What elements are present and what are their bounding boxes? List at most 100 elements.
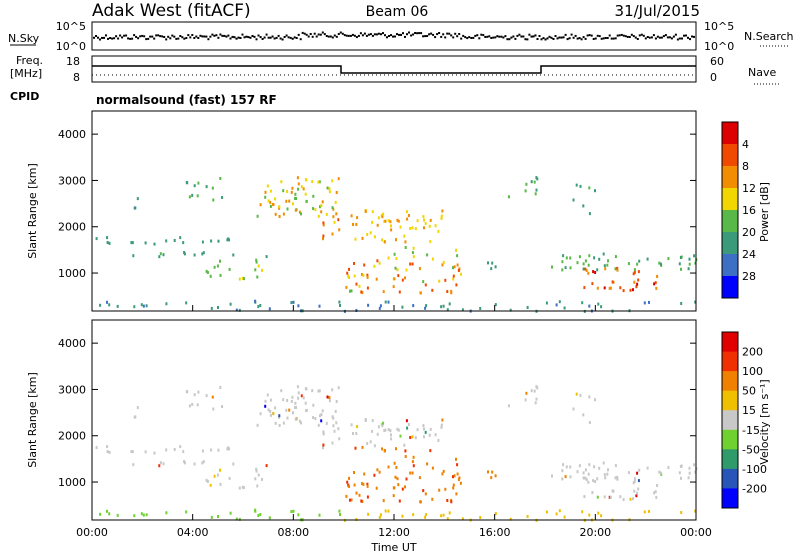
noise-point — [606, 37, 609, 39]
power-point — [140, 303, 143, 307]
velocity-point — [581, 510, 584, 514]
velocity-point — [431, 466, 434, 470]
noise-point — [464, 36, 467, 39]
power-point — [158, 255, 161, 259]
velocity-point — [337, 386, 340, 390]
noise-trace — [93, 31, 695, 41]
noise-point — [273, 37, 276, 40]
noise-point — [327, 35, 330, 38]
velocity-point — [173, 448, 176, 451]
power-point — [425, 304, 428, 308]
power-point — [162, 253, 165, 257]
noise-point — [432, 33, 435, 36]
power-point — [608, 286, 611, 290]
velocity-point — [278, 424, 281, 427]
velocity-point — [596, 477, 599, 481]
velocity-point — [345, 494, 348, 498]
velocity-point — [338, 509, 341, 513]
power-point — [452, 274, 455, 278]
power-point — [292, 202, 294, 206]
power-point — [452, 266, 454, 270]
velocity-point — [294, 401, 297, 405]
power-point — [290, 301, 293, 305]
noise-point — [331, 36, 334, 39]
y-tick-label: 2000 — [58, 221, 86, 234]
velocity-point — [635, 494, 638, 498]
velocity-point — [558, 509, 561, 513]
power-point — [145, 304, 148, 308]
velocity-point — [274, 406, 277, 410]
noise-point — [231, 35, 234, 38]
velocity-point — [616, 475, 619, 479]
velocity-point — [399, 434, 402, 438]
noise-point — [642, 34, 645, 37]
velocity-point — [266, 393, 269, 397]
power-point — [355, 282, 358, 286]
power-point — [255, 258, 258, 262]
velocity-point — [393, 461, 396, 465]
noise-point — [522, 35, 525, 38]
power-point — [238, 277, 241, 281]
velocity-point — [290, 399, 293, 403]
power-point — [378, 261, 381, 265]
power-point — [688, 257, 691, 261]
noise-point — [538, 35, 541, 37]
power-point — [603, 286, 606, 290]
noise-point — [498, 35, 501, 38]
noise-point — [592, 38, 595, 40]
velocity-point — [291, 395, 294, 399]
x-tick-label: 00:00 — [680, 526, 712, 539]
power-point — [99, 303, 102, 307]
power-point — [406, 217, 409, 221]
x-tick-label: 12:00 — [378, 526, 410, 539]
power-point — [648, 300, 650, 304]
velocity-point — [285, 408, 288, 412]
noise-point — [187, 34, 190, 37]
velocity-point — [371, 429, 374, 433]
velocity-point — [333, 429, 336, 433]
velocity-point — [259, 412, 262, 416]
colorbar-swatch — [722, 122, 738, 145]
power-point — [679, 256, 682, 259]
noise-point — [275, 36, 278, 39]
power-point — [269, 189, 272, 193]
velocity-point — [390, 437, 393, 441]
power-point — [256, 214, 259, 218]
velocity-point — [569, 465, 572, 469]
power-point — [588, 186, 591, 190]
velocity-point — [396, 427, 399, 431]
power-point — [238, 308, 241, 312]
power-point — [197, 181, 200, 185]
velocity-point — [373, 444, 376, 448]
power-point — [366, 286, 369, 290]
noise-point — [295, 37, 298, 39]
velocity-point — [422, 424, 425, 428]
power-point — [325, 212, 328, 216]
velocity-point — [654, 490, 657, 494]
velocity-point — [298, 419, 301, 423]
noise-point — [375, 33, 378, 36]
velocity-point — [412, 455, 415, 459]
noise-point — [141, 34, 144, 37]
noise-point — [239, 37, 242, 39]
noise-point — [382, 32, 384, 35]
velocity-point — [387, 465, 390, 469]
noise-point — [103, 36, 105, 39]
power-point — [619, 286, 622, 290]
power-point — [297, 182, 300, 186]
noise-point — [544, 38, 547, 41]
noise-point — [490, 37, 493, 39]
velocity-point — [302, 396, 305, 400]
power-point — [525, 182, 528, 186]
noise-point — [610, 37, 613, 40]
velocity-point — [441, 418, 444, 422]
velocity-point — [404, 485, 406, 489]
power-point — [393, 277, 396, 281]
noise-left-tick-high: 10^5 — [56, 20, 86, 33]
velocity-point — [694, 470, 697, 474]
velocity-point — [238, 517, 241, 521]
velocity-point — [278, 414, 281, 418]
noise-point — [644, 37, 647, 40]
power-point — [219, 273, 222, 277]
